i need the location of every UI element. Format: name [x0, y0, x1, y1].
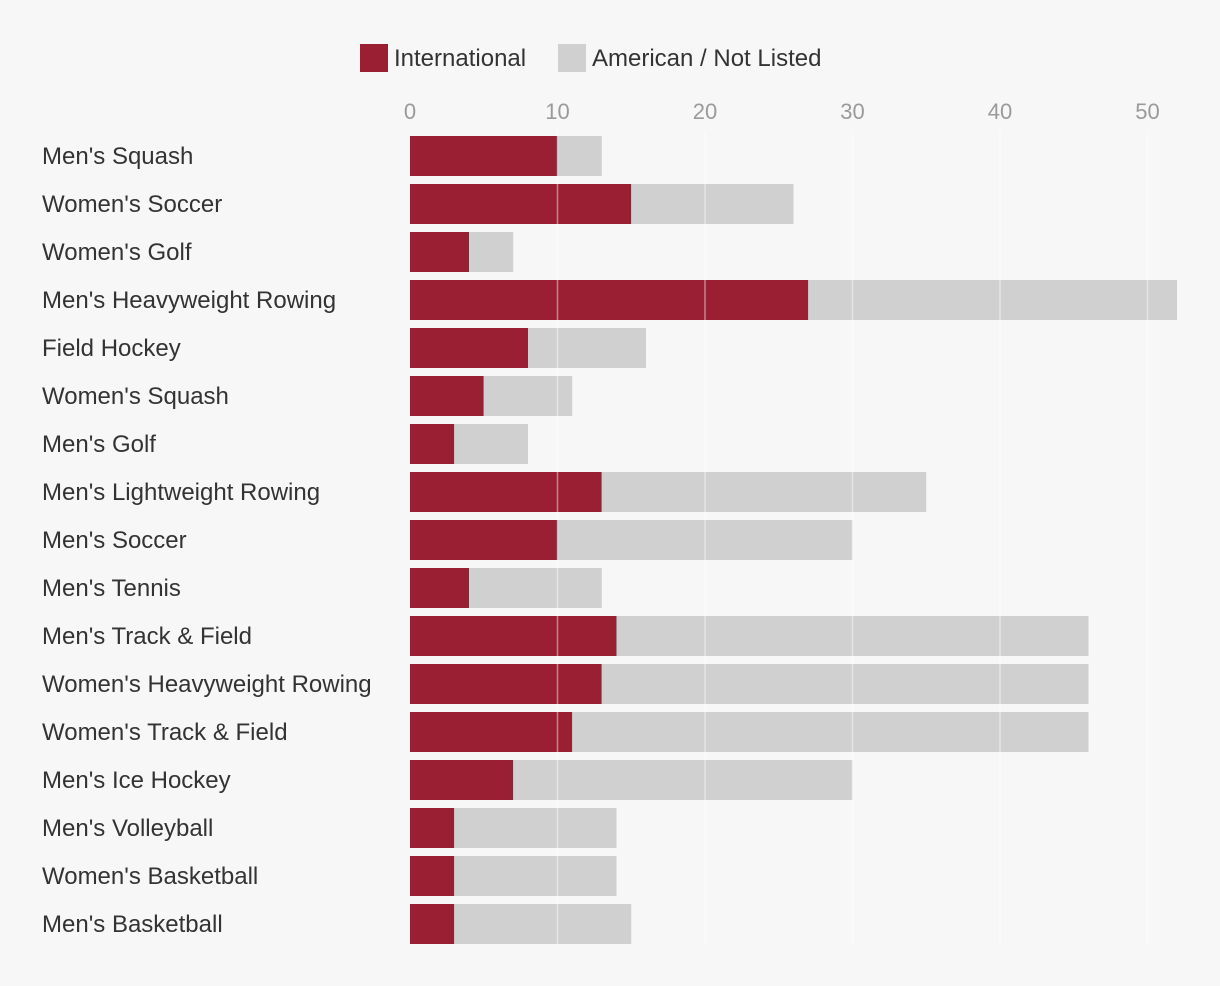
legend-label: International — [394, 45, 526, 72]
bar-american-not-listed — [454, 904, 632, 944]
category-label: Women's Track & Field — [42, 719, 288, 746]
x-tick-label: 10 — [545, 99, 569, 124]
bar-american-not-listed — [469, 232, 514, 272]
legend-swatch — [360, 44, 388, 72]
category-label: Women's Basketball — [42, 863, 258, 890]
bar-international — [410, 568, 469, 608]
category-label: Women's Heavyweight Rowing — [42, 671, 372, 698]
bar-international — [410, 472, 602, 512]
bar-american-not-listed — [469, 568, 602, 608]
x-axis-ticks: 0 10 20 30 40 50 — [404, 99, 1160, 124]
category-label: Men's Heavyweight Rowing — [42, 287, 336, 314]
x-tick-label: 20 — [693, 99, 717, 124]
bar-american-not-listed — [454, 808, 617, 848]
bar-international — [410, 664, 602, 704]
x-tick-label: 0 — [404, 99, 416, 124]
bar-american-not-listed — [572, 712, 1089, 752]
category-label: Men's Tennis — [42, 575, 181, 602]
category-label: Men's Soccer — [42, 527, 187, 554]
bar-american-not-listed — [483, 376, 573, 416]
bar-american-not-listed — [557, 136, 602, 176]
bar-international — [410, 808, 455, 848]
bar-international — [410, 856, 455, 896]
category-labels: Men's Squash Women's Soccer Women's Golf Me… — [42, 143, 372, 938]
bar-international — [410, 760, 514, 800]
category-label: Men's Track & Field — [42, 623, 252, 650]
x-tick-label: 40 — [988, 99, 1012, 124]
bar-american-not-listed — [454, 856, 617, 896]
bar-american-not-listed — [528, 328, 646, 368]
legend: International American / Not Listed — [360, 44, 821, 72]
bar-international — [410, 328, 528, 368]
category-label: Men's Squash — [42, 143, 193, 170]
bar-international — [410, 376, 484, 416]
bar-american-not-listed — [601, 664, 1089, 704]
category-label: Men's Ice Hockey — [42, 767, 231, 794]
bar-american-not-listed — [601, 472, 927, 512]
legend-label: American / Not Listed — [592, 45, 821, 72]
category-label: Men's Basketball — [42, 911, 223, 938]
bar-international — [410, 424, 455, 464]
gridlines — [556, 130, 1149, 944]
bar-international — [410, 904, 455, 944]
legend-item: American / Not Listed — [558, 44, 821, 72]
category-label: Women's Soccer — [42, 191, 222, 218]
legend-item: International — [360, 44, 526, 72]
bar-american-not-listed — [557, 520, 853, 560]
category-label: Men's Lightweight Rowing — [42, 479, 320, 506]
bar-american-not-listed — [808, 280, 1177, 320]
bar-international — [410, 712, 573, 752]
bar-international — [410, 184, 632, 224]
category-label: Women's Golf — [42, 239, 192, 266]
bar-international — [410, 232, 469, 272]
category-label: Women's Squash — [42, 383, 229, 410]
bar-american-not-listed — [631, 184, 794, 224]
bar-international — [410, 280, 809, 320]
bar-american-not-listed — [616, 616, 1089, 656]
bar-american-not-listed — [513, 760, 853, 800]
bar-international — [410, 616, 617, 656]
category-label: Field Hockey — [42, 335, 181, 362]
x-tick-label: 50 — [1135, 99, 1159, 124]
category-label: Men's Volleyball — [42, 815, 213, 842]
bars — [410, 136, 1177, 944]
category-label: Men's Golf — [42, 431, 156, 458]
bar-international — [410, 520, 558, 560]
bar-american-not-listed — [454, 424, 528, 464]
legend-swatch — [558, 44, 586, 72]
x-tick-label: 30 — [840, 99, 864, 124]
bar-international — [410, 136, 558, 176]
